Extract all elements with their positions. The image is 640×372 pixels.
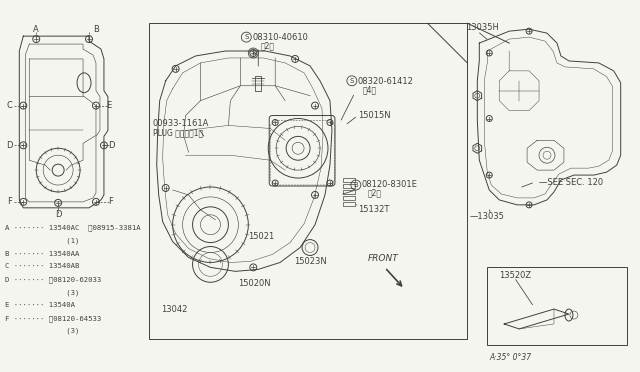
Text: 15023N: 15023N — [294, 257, 326, 266]
Text: 08310-40610: 08310-40610 — [252, 33, 308, 42]
Bar — [343, 184, 355, 188]
Text: (3): (3) — [5, 328, 80, 334]
Bar — [343, 196, 355, 200]
Text: 15020N: 15020N — [238, 279, 271, 288]
Text: A ······· 13540AC  Ⓧ08915-3381A: A ······· 13540AC Ⓧ08915-3381A — [5, 225, 141, 231]
Text: 08120-8301E: 08120-8301E — [362, 180, 418, 189]
Text: 15021: 15021 — [248, 232, 275, 241]
Text: S: S — [251, 50, 255, 56]
Text: (3): (3) — [5, 289, 80, 296]
Text: F: F — [108, 198, 113, 206]
Text: PLUG プラグ〈1〉: PLUG プラグ〈1〉 — [153, 128, 203, 137]
Text: E ······· 13540A: E ······· 13540A — [5, 302, 76, 308]
Text: 13042: 13042 — [161, 305, 187, 314]
Text: D: D — [55, 210, 61, 219]
Text: 13520Z: 13520Z — [499, 271, 531, 280]
Text: 〈2〉: 〈2〉 — [368, 188, 382, 197]
Text: S: S — [244, 34, 248, 40]
Text: (1): (1) — [5, 238, 80, 244]
Bar — [487, 267, 627, 345]
Text: A: A — [33, 25, 39, 34]
Bar — [343, 202, 355, 206]
Text: 00933-1161A: 00933-1161A — [153, 119, 209, 128]
Text: —SEE SEC. 120: —SEE SEC. 120 — [539, 178, 603, 187]
Text: 15015N: 15015N — [358, 110, 390, 119]
Text: F ······· ⒲08120-64533: F ······· ⒲08120-64533 — [5, 315, 102, 322]
Text: 〈4〉: 〈4〉 — [363, 86, 377, 95]
Bar — [343, 190, 355, 194]
Text: B: B — [353, 182, 358, 188]
Text: C ······· 13540AB: C ······· 13540AB — [5, 263, 80, 269]
Text: C: C — [6, 101, 12, 110]
Bar — [343, 178, 355, 182]
Text: D ······· ⒲08120-62033: D ······· ⒲08120-62033 — [5, 276, 102, 283]
Text: 08320-61412: 08320-61412 — [358, 77, 413, 86]
Text: E: E — [106, 101, 111, 110]
Text: F: F — [7, 198, 12, 206]
Bar — [148, 23, 467, 339]
Text: A·35° 0°37: A·35° 0°37 — [489, 353, 531, 362]
Text: S: S — [349, 78, 354, 84]
Text: 13035H: 13035H — [467, 23, 499, 32]
Text: B ······· 13540AA: B ······· 13540AA — [5, 250, 80, 257]
Text: D: D — [6, 141, 13, 150]
Text: —13035: —13035 — [469, 212, 504, 221]
Text: 〈2〉: 〈2〉 — [260, 41, 275, 50]
Text: 15132T: 15132T — [358, 205, 389, 214]
Text: D: D — [108, 141, 114, 150]
Bar — [255, 76, 261, 91]
Text: FRONT: FRONT — [368, 254, 399, 263]
Text: B: B — [93, 25, 99, 34]
